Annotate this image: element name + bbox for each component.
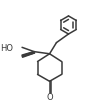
Text: HO: HO: [0, 44, 13, 53]
Text: O: O: [46, 92, 53, 101]
